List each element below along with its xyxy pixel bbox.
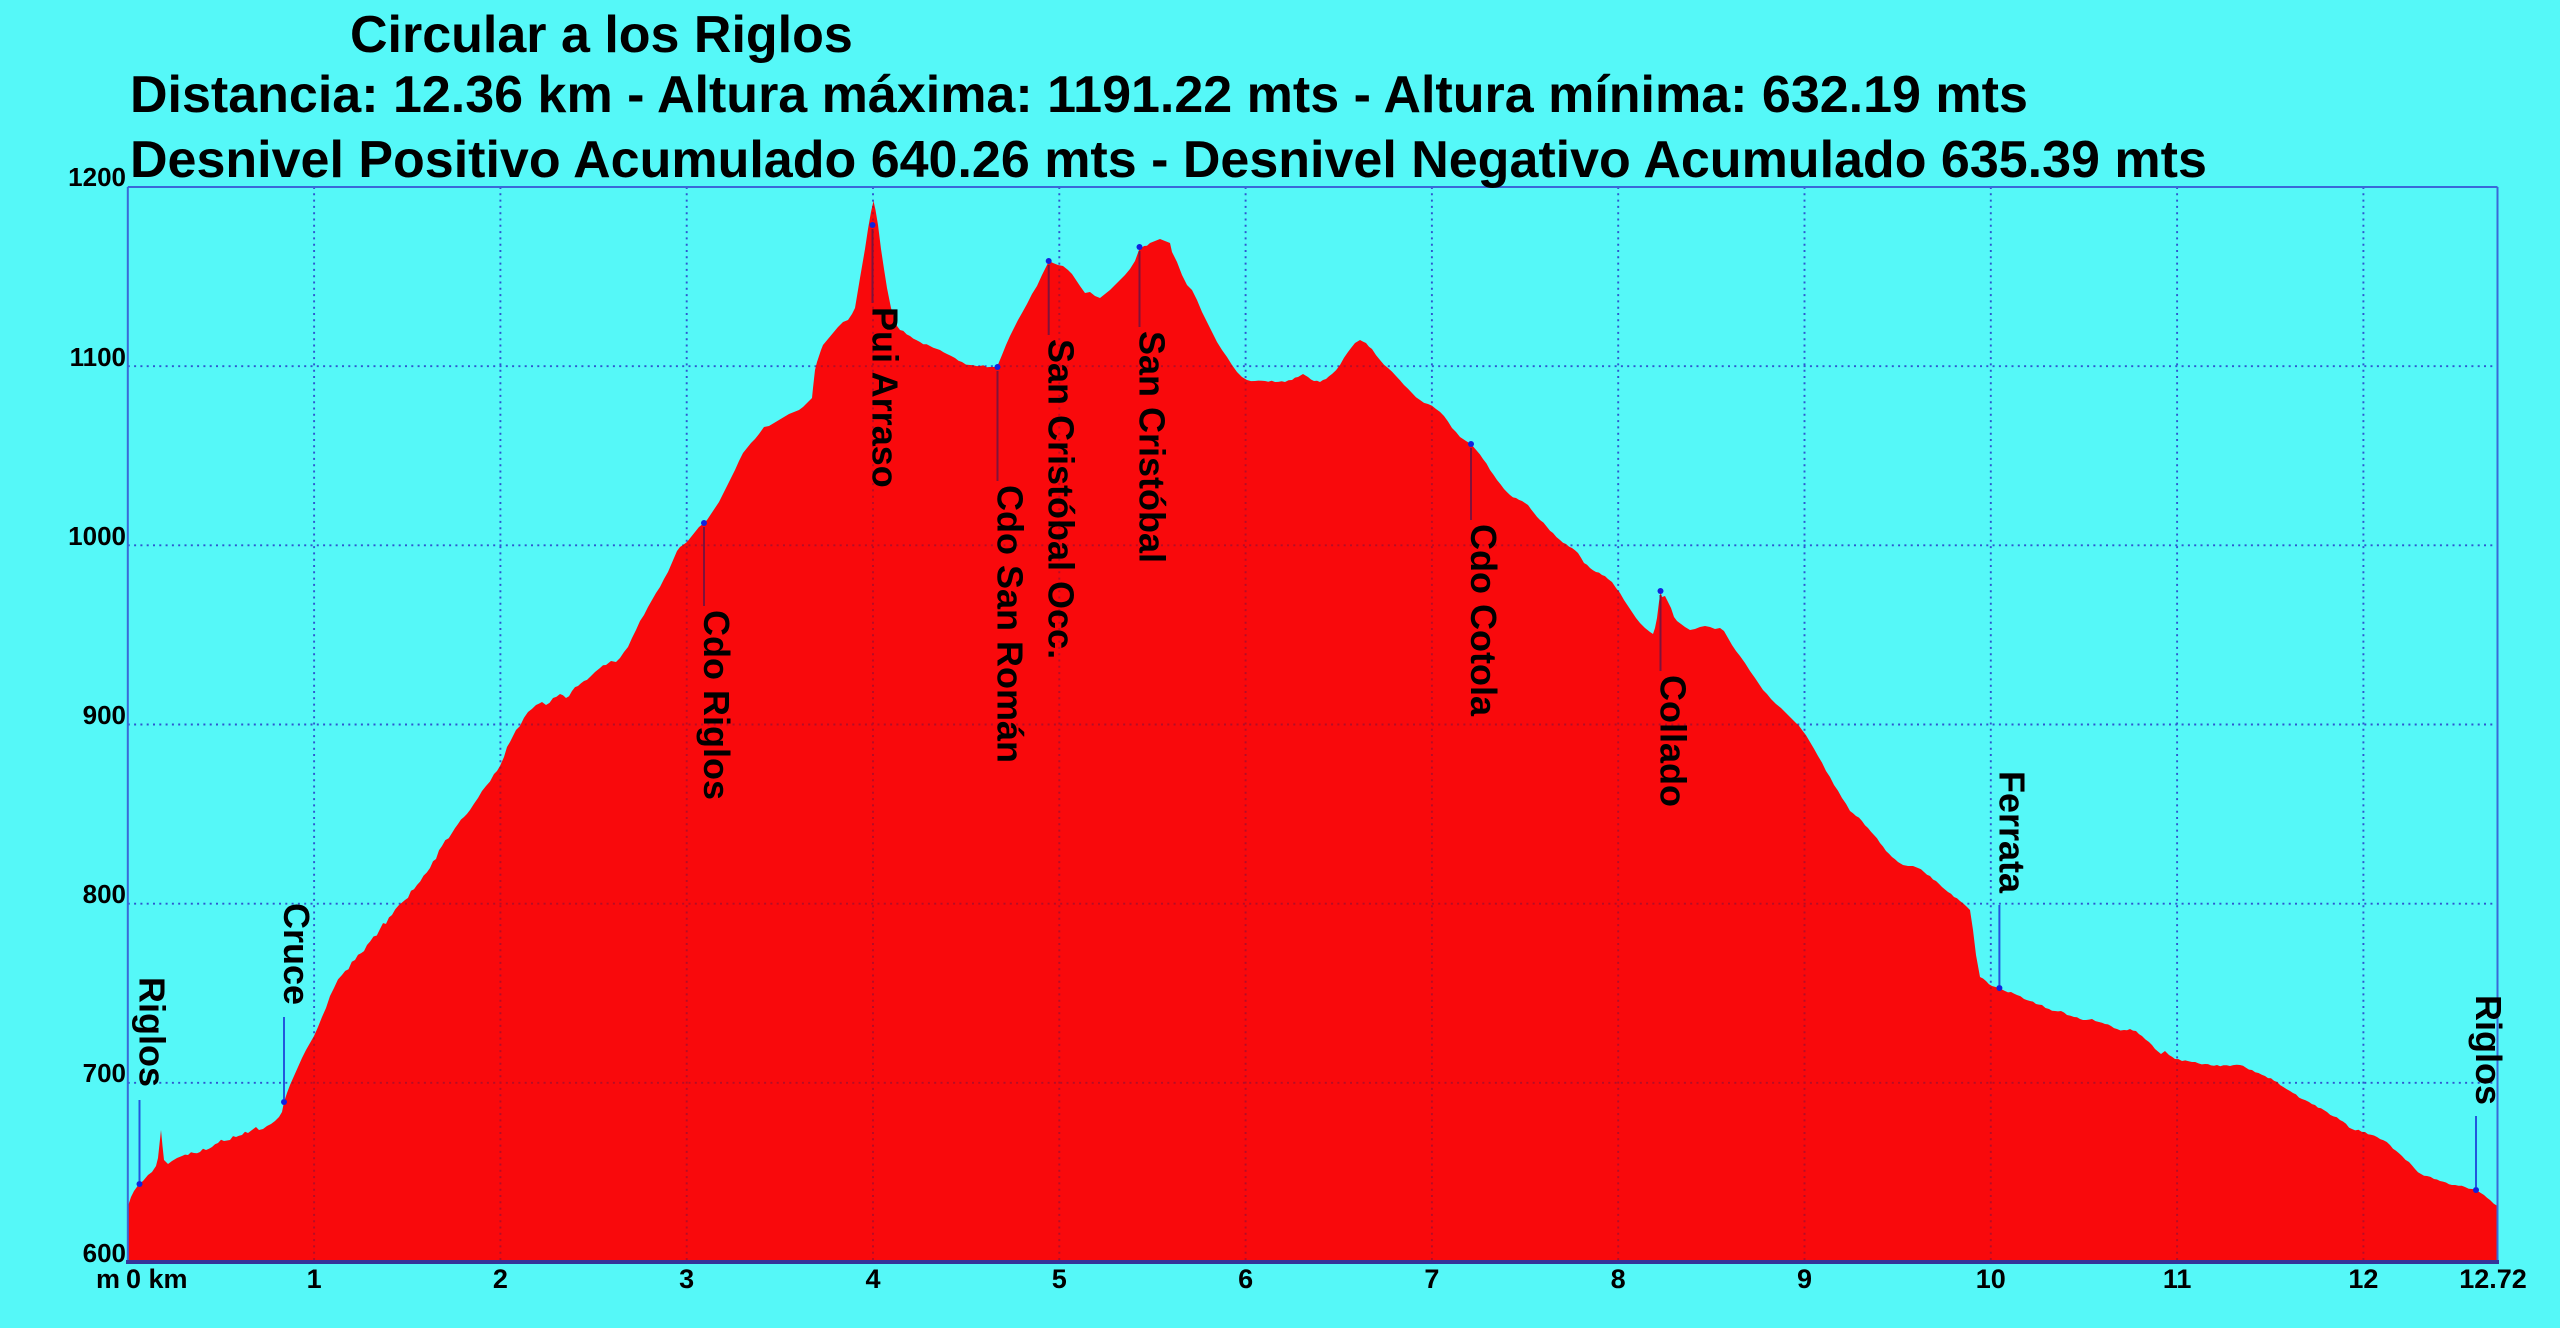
svg-text:4: 4 [865,1264,880,1294]
svg-text:1200: 1200 [68,162,126,192]
svg-text:m: m [96,1264,120,1294]
svg-text:1000: 1000 [68,521,126,551]
svg-text:Circular a los Riglos: Circular a los Riglos [350,6,853,64]
svg-text:6: 6 [1238,1264,1253,1294]
svg-text:1: 1 [307,1264,322,1294]
svg-text:Distancia: 12.36 km - Altura m: Distancia: 12.36 km - Altura máxima: 119… [130,66,2028,124]
svg-text:12: 12 [2348,1264,2378,1294]
svg-text:11: 11 [2163,1264,2192,1294]
svg-text:2: 2 [493,1264,508,1294]
svg-text:Pui Arraso: Pui Arraso [865,307,906,488]
svg-text:3: 3 [679,1264,694,1294]
svg-text:Cdo Cotola: Cdo Cotola [1463,524,1504,717]
svg-text:Ferrata: Ferrata [1991,771,2032,894]
svg-text:5: 5 [1052,1264,1067,1294]
svg-text:Riglos: Riglos [2468,995,2509,1105]
svg-text:8: 8 [1611,1264,1626,1294]
svg-text:Desnivel Positivo Acumulado 64: Desnivel Positivo Acumulado 640.26 mts -… [130,131,2207,189]
svg-text:Cdo Riglos: Cdo Riglos [696,610,737,800]
svg-text:10: 10 [1976,1264,2006,1294]
svg-text:Cdo San Román: Cdo San Román [990,485,1031,763]
svg-text:7: 7 [1424,1264,1439,1294]
svg-text:900: 900 [83,700,126,730]
svg-text:Cruce: Cruce [276,903,317,1005]
svg-text:1100: 1100 [70,342,126,372]
svg-text:12.72: 12.72 [2459,1264,2527,1294]
svg-text:Riglos: Riglos [132,977,173,1087]
svg-text:9: 9 [1797,1264,1812,1294]
svg-text:800: 800 [83,879,126,909]
svg-text:600: 600 [83,1238,126,1268]
svg-text:700: 700 [83,1058,126,1088]
svg-text:San Cristóbal: San Cristóbal [1132,331,1173,563]
svg-text:San Cristóbal Occ.: San Cristóbal Occ. [1041,339,1082,659]
svg-text:0 km: 0 km [126,1264,188,1294]
svg-text:Collado: Collado [1653,675,1694,807]
